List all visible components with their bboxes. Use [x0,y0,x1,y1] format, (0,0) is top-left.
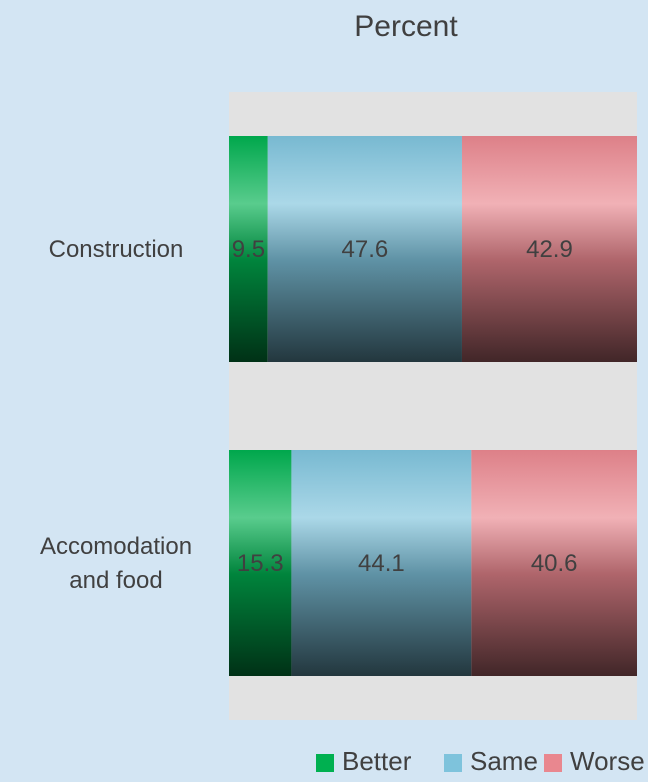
legend[interactable]: Better Same Worse [316,746,645,776]
legend-label-same: Same [470,746,538,776]
bars-layer [229,136,637,676]
bar-same-1 [291,450,472,676]
data-label-better-0: 9.5 [232,236,265,263]
bar-better-0 [229,136,268,362]
category-label-0-line-0: Construction [49,236,184,263]
chart-title: Percent [354,10,458,43]
bar-worse-1 [471,450,637,676]
legend-item-same[interactable]: Same [444,746,538,776]
data-label-same-1: 44.1 [358,550,405,577]
data-label-worse-1: 40.6 [531,550,578,577]
legend-item-better[interactable]: Better [316,746,412,776]
bar-same-0 [267,136,462,362]
category-label-1-line-0: Accomodation [40,533,192,560]
bar-better-1 [229,450,292,676]
legend-swatch-same [444,754,462,772]
legend-swatch-worse [544,754,562,772]
data-label-better-1: 15.3 [237,550,284,577]
category-label-1-line-1: and food [69,567,162,594]
legend-label-better: Better [342,746,412,776]
legend-swatch-better [316,754,334,772]
data-label-worse-0: 42.9 [526,236,573,263]
category-axis: Construction Accomodation and food [40,236,192,594]
legend-label-worse: Worse [570,746,645,776]
labels-layer: 9.5 47.6 42.9 15.3 44.1 40.6 [232,236,578,577]
data-label-same-0: 47.6 [342,236,389,263]
legend-item-worse[interactable]: Worse [544,746,645,776]
bar-worse-0 [461,136,637,362]
